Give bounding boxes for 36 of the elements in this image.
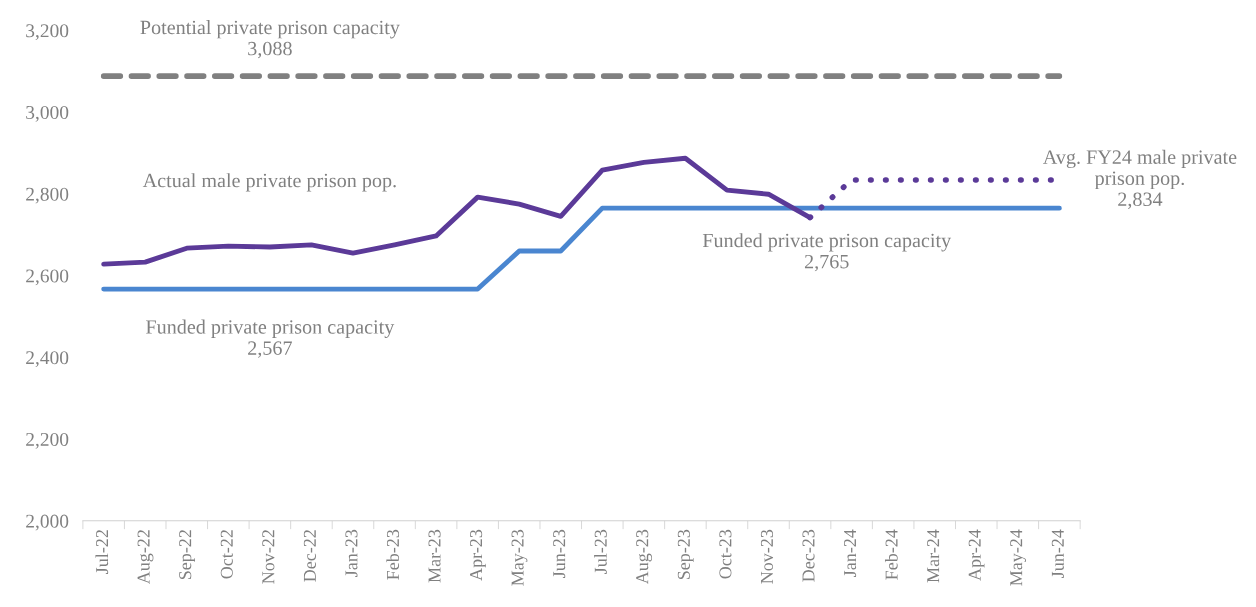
- y-tick-label: 2,400: [26, 351, 69, 368]
- y-tick-label: 2,000: [26, 514, 69, 531]
- x-tick-label: Nov-23: [760, 529, 774, 584]
- annotation: Avg. FY24 male private prison pop. 2,834: [1043, 149, 1237, 209]
- x-tick-label: Feb-23: [386, 529, 400, 580]
- x-tick-label: Aug-22: [137, 530, 154, 585]
- x-tick-label: Jul-23: [594, 529, 607, 574]
- annotation: Funded private prison capacity 2,567: [146, 319, 395, 358]
- x-tick-label: Sep-23: [677, 529, 694, 580]
- x-tick-label: Oct-23: [719, 529, 732, 579]
- x-tick-label: Apr-23: [470, 529, 486, 581]
- x-tick-label: Nov-22: [262, 530, 275, 584]
- x-tick-label: Jul-22: [95, 530, 109, 574]
- x-tick-label: Jun-24: [1051, 529, 1064, 578]
- y-tick-label: 2,800: [26, 187, 69, 204]
- x-tick-label: Mar-23: [428, 529, 441, 583]
- annotation: Actual male private prison pop.: [142, 173, 396, 192]
- x-tick-label: Dec-23: [802, 529, 815, 582]
- y-tick-label: 3,200: [26, 24, 69, 41]
- x-tick-label: Jun-23: [553, 529, 566, 578]
- annotation: Potential private prison capacity 3,088: [140, 20, 400, 59]
- x-tick-label: Jan-24: [844, 529, 857, 577]
- x-tick-label: Jan-23: [345, 529, 358, 577]
- x-tick-label: Sep-22: [179, 530, 195, 580]
- x-tick-label: Dec-22: [303, 530, 316, 582]
- x-tick-label: Aug-23: [636, 529, 653, 585]
- x-tick-label: May-24: [1010, 529, 1027, 586]
- x-tick-label: Mar-24: [927, 529, 940, 583]
- x-tick-label: May-23: [511, 529, 528, 586]
- y-tick-label: 3,000: [26, 105, 69, 122]
- annotation: Funded private prison capacity 2,765: [702, 233, 952, 272]
- y-tick-label: 2,600: [26, 269, 69, 286]
- x-tick-label: Apr-24: [968, 529, 985, 581]
- x-tick-label: Oct-22: [220, 530, 233, 579]
- y-tick-label: 2,200: [26, 432, 69, 449]
- x-tick-label: Feb-24: [884, 529, 898, 580]
